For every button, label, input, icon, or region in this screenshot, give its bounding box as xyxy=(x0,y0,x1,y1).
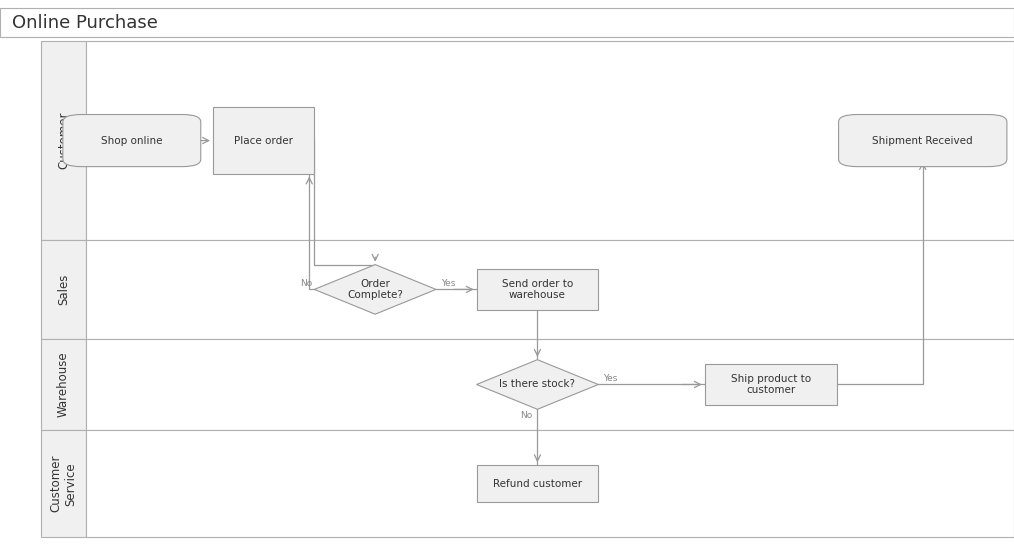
FancyBboxPatch shape xyxy=(86,430,1014,537)
Text: Send order to
warehouse: Send order to warehouse xyxy=(502,279,573,300)
FancyBboxPatch shape xyxy=(41,240,86,339)
FancyBboxPatch shape xyxy=(41,339,86,430)
Text: Order
Complete?: Order Complete? xyxy=(347,279,404,300)
Polygon shape xyxy=(477,360,598,409)
Text: Yes: Yes xyxy=(603,374,618,383)
Text: Place order: Place order xyxy=(234,136,293,146)
FancyBboxPatch shape xyxy=(477,465,598,502)
FancyBboxPatch shape xyxy=(86,42,1014,240)
Text: Customer: Customer xyxy=(57,112,70,170)
FancyBboxPatch shape xyxy=(213,107,314,173)
Text: No: No xyxy=(520,412,532,420)
FancyBboxPatch shape xyxy=(86,339,1014,430)
Text: Warehouse: Warehouse xyxy=(57,352,70,417)
Text: Refund customer: Refund customer xyxy=(493,479,582,489)
FancyBboxPatch shape xyxy=(41,430,86,537)
FancyBboxPatch shape xyxy=(41,42,86,240)
Text: Shipment Received: Shipment Received xyxy=(872,136,973,146)
Text: Sales: Sales xyxy=(57,274,70,305)
FancyBboxPatch shape xyxy=(705,364,837,405)
Polygon shape xyxy=(314,265,436,314)
Text: Ship product to
customer: Ship product to customer xyxy=(730,374,811,396)
Text: Yes: Yes xyxy=(441,279,455,288)
FancyBboxPatch shape xyxy=(63,115,201,167)
Text: Shop online: Shop online xyxy=(101,136,162,146)
Text: Customer
Service: Customer Service xyxy=(50,455,77,512)
Text: No: No xyxy=(300,279,312,288)
FancyBboxPatch shape xyxy=(0,8,1014,37)
Text: Online Purchase: Online Purchase xyxy=(12,14,158,32)
FancyBboxPatch shape xyxy=(477,269,598,310)
Text: Is there stock?: Is there stock? xyxy=(500,379,575,389)
FancyBboxPatch shape xyxy=(839,115,1007,167)
FancyBboxPatch shape xyxy=(86,240,1014,339)
